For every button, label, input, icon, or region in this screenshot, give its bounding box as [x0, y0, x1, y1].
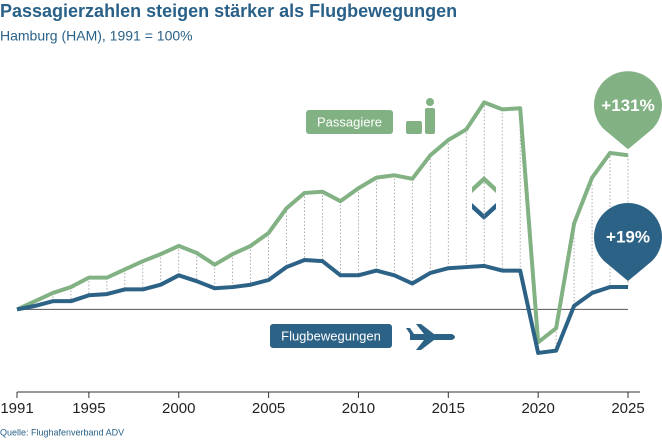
x-tick-label: 2025 [611, 400, 644, 417]
passenger-icon [406, 98, 435, 134]
x-tick-label: 2010 [342, 400, 375, 417]
legend-label: Flugbewegungen [281, 328, 381, 343]
x-tick-label: 2005 [252, 400, 285, 417]
series-line [16, 258, 628, 355]
legend-label: Passagiere [317, 114, 382, 129]
legend-box [270, 324, 392, 348]
pin-shape [594, 203, 662, 282]
series-line [16, 100, 629, 345]
chart-title: Passagierzahlen steigen stärker als Flug… [0, 1, 457, 21]
x-tick-label: 2020 [521, 400, 554, 417]
end-pin: +19% [594, 203, 662, 282]
chart-subtitle: Hamburg (HAM), 1991 = 100% [0, 28, 193, 44]
down-chevron [472, 203, 496, 220]
plane-icon [406, 324, 455, 350]
x-tick-label: 2000 [162, 400, 195, 417]
end-pin: +131% [594, 71, 662, 150]
end-label: +131% [601, 96, 654, 115]
legend-box [306, 110, 393, 134]
end-label: +19% [606, 228, 650, 247]
pin-shape [594, 71, 662, 150]
x-tick-label: 2015 [432, 400, 465, 417]
source: Quelle: Flughafenverband ADV [0, 427, 124, 437]
x-tick-label: 1991 [0, 400, 33, 417]
x-tick-label: 1995 [72, 400, 105, 417]
